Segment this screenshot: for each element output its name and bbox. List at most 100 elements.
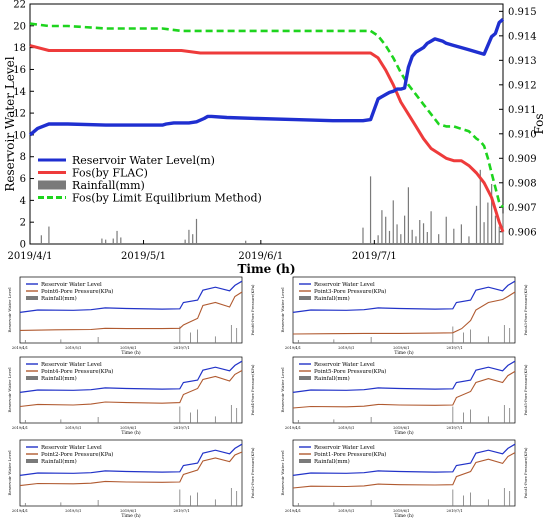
small-rainfall-bar xyxy=(470,409,471,423)
x-tick-label: 2019/6/1 xyxy=(238,251,283,262)
y2-axis-title: Fos xyxy=(532,113,546,134)
small-y2-axis-title: Point4-Pore Pressure(KPa) xyxy=(250,364,255,416)
small-rainfall-bar xyxy=(463,495,464,506)
small-pore-line xyxy=(292,370,516,409)
small-x-tick-label: 2019/6/1 xyxy=(393,426,409,430)
small-y2-axis-title: Point2-Pore Pressure(KPa) xyxy=(250,447,255,499)
rainfall-bar xyxy=(491,184,493,244)
rainfall-bar xyxy=(116,230,118,244)
small-pore-line xyxy=(19,291,243,331)
small-rainfall-bar xyxy=(297,503,299,506)
small-y2-axis-title: Point6-Pore Pressure(KPa) xyxy=(250,284,255,336)
small-x-axis-title: Time (h) xyxy=(121,512,140,519)
small-rainfall-bar xyxy=(179,489,181,506)
legend-label: Fos(by Limit Equilibrium Method) xyxy=(72,192,262,205)
y2-tick-label: 0.913 xyxy=(508,56,537,67)
rainfall-bar xyxy=(377,235,379,244)
small-pore-line xyxy=(19,370,243,408)
rainfall-bar xyxy=(392,200,394,244)
small-rainfall-bar xyxy=(214,499,216,506)
small-rainfall-bar xyxy=(236,408,238,423)
y2-tick-label: 0.909 xyxy=(508,154,537,165)
small-water-line xyxy=(19,443,243,476)
y2-tick-label: 0.908 xyxy=(508,178,537,189)
small-water-line xyxy=(19,280,243,313)
small-x-tick-label: 2019/7/1 xyxy=(174,426,190,430)
small-rainfall-bar xyxy=(297,420,299,423)
small-legend-label: Rainfall(mm) xyxy=(314,458,350,465)
small-chart: 2019/4/1 2019/5/1 2019/6/1 2019/7/1 Time (h)… xyxy=(7,276,255,356)
small-rainfall-bar xyxy=(463,332,464,343)
small-x-tick-label: 2019/5/1 xyxy=(338,509,354,513)
small-x-tick-label: 2019/4/1 xyxy=(285,346,301,350)
small-water-line xyxy=(19,360,243,393)
rainfall-bar xyxy=(195,218,198,244)
small-rainfall-bar xyxy=(179,326,181,343)
small-rainfall-bar xyxy=(60,502,62,506)
small-legend-label: Point1-Pore Pressure(KPa) xyxy=(314,451,386,458)
small-y-axis-title: Reservoir Water Level xyxy=(7,287,12,333)
small-y2-axis-title: Point1-Pore Pressure(KPa) xyxy=(523,447,528,499)
legend-swatch xyxy=(38,180,66,190)
small-rainfall-bar xyxy=(24,503,26,506)
y-tick-label: 0 xyxy=(20,240,26,251)
small-water-line xyxy=(292,443,516,476)
small-legend-swatch xyxy=(26,459,38,463)
legend-label: Fos(by FLAC) xyxy=(72,167,148,180)
small-rainfall-bar xyxy=(24,340,26,343)
small-rainfall-bar xyxy=(333,339,335,343)
small-rainfall-bar xyxy=(503,325,505,343)
plot-frame xyxy=(29,3,504,245)
small-legend-swatch xyxy=(299,459,311,463)
main-chart: 0 2 4 6 8 10 12 14 16 18 20 22 0.906 0.907 0.908 0.909 0… xyxy=(3,0,546,276)
y-tick-label: 22 xyxy=(13,0,26,11)
small-x-tick-label: 2019/6/1 xyxy=(393,509,409,513)
rainfall-bar xyxy=(101,238,103,244)
y2-tick-label: 0.906 xyxy=(508,227,537,238)
small-x-tick-label: 2019/5/1 xyxy=(338,346,354,350)
x-tick-label: 2019/5/1 xyxy=(121,251,166,262)
small-rainfall-bar xyxy=(60,339,62,343)
rainfall-bar xyxy=(483,222,485,244)
small-legend-swatch xyxy=(26,376,38,380)
small-rainfall-bar xyxy=(470,329,471,343)
small-rainfall-bar xyxy=(452,406,454,423)
rainfall-bar xyxy=(475,205,478,244)
small-rainfall-bar xyxy=(97,417,99,423)
small-rainfall-bar xyxy=(24,420,26,423)
rainfall-bar xyxy=(396,224,398,244)
small-chart: 2019/4/1 2019/5/1 2019/6/1 2019/7/1 Time (h)… xyxy=(280,356,528,436)
small-pore-line xyxy=(19,451,243,487)
x-axis-title: Time (h) xyxy=(237,262,295,276)
rainfall-bar xyxy=(479,169,481,244)
y2-tick-label: 0.915 xyxy=(508,7,537,18)
small-rainfall-bar xyxy=(470,492,471,506)
small-rainfall-bar xyxy=(230,405,232,423)
small-legend-label: Rainfall(mm) xyxy=(41,375,77,382)
water-level-line xyxy=(28,17,505,137)
small-rainfall-bar xyxy=(370,500,372,506)
y-tick-label: 16 xyxy=(13,65,26,76)
fos-flac-line xyxy=(29,44,505,233)
x-tick-label: 2019/7/1 xyxy=(352,251,397,262)
small-x-tick-label: 2019/6/1 xyxy=(120,509,136,513)
rainfall-bar xyxy=(460,224,462,244)
rainfall-bar xyxy=(381,210,383,244)
small-legend-label: Point6-Pore Pressure(KPa) xyxy=(41,288,113,295)
small-chart: 2019/4/1 2019/5/1 2019/6/1 2019/7/1 Time (h)… xyxy=(7,356,255,436)
small-x-tick-label: 2019/6/1 xyxy=(120,426,136,430)
rainfall-bar xyxy=(498,226,500,244)
small-x-tick-label: 2019/4/1 xyxy=(285,509,301,513)
rainfall-bar xyxy=(120,237,122,244)
small-rainfall-bar xyxy=(487,499,489,506)
small-x-tick-label: 2019/7/1 xyxy=(174,346,190,350)
y2-tick-label: 0.911 xyxy=(508,105,537,116)
y-tick-label: 4 xyxy=(20,196,26,207)
small-chart: 2019/4/1 2019/5/1 2019/6/1 2019/7/1 Time (h)… xyxy=(280,439,528,519)
y-tick-label: 6 xyxy=(20,174,26,185)
rainfall-bar xyxy=(400,234,402,244)
small-rainfall-bar xyxy=(190,332,191,343)
rainfall-bar xyxy=(112,238,114,244)
small-x-tick-label: 2019/7/1 xyxy=(447,346,463,350)
small-legend-label: Point2-Pore Pressure(KPa) xyxy=(41,451,113,458)
